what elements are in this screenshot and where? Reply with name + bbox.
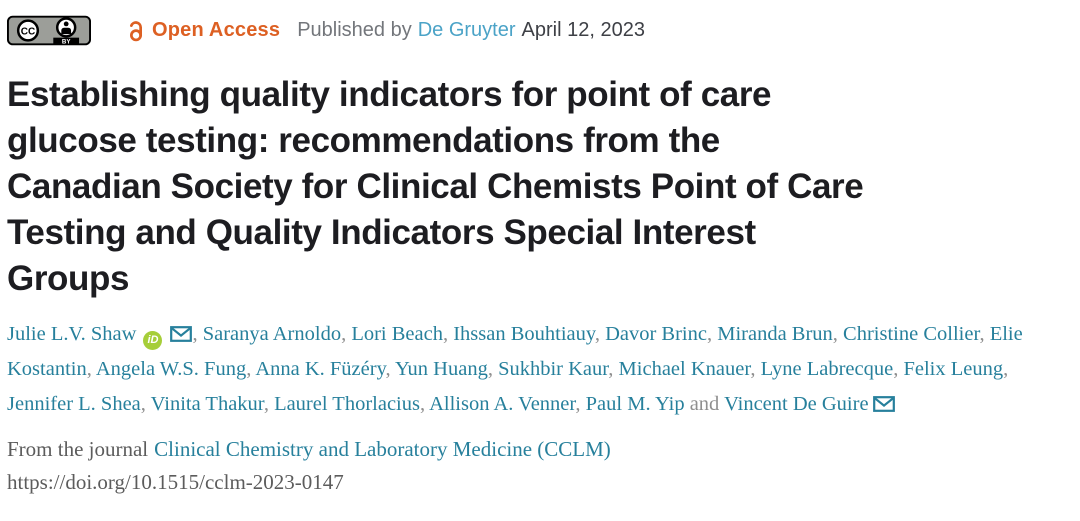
- author-separator: ,: [86, 358, 96, 380]
- author-link[interactable]: Vinita Thakur: [150, 393, 264, 415]
- author-separator: ,: [979, 323, 990, 345]
- author-separator: ,: [594, 323, 606, 345]
- author-link[interactable]: Lori Beach: [351, 323, 443, 345]
- title-line: Canadian Society for Clinical Chemists P…: [7, 167, 864, 206]
- journal-line: From the journal Clinical Chemistry and L…: [7, 436, 1070, 462]
- open-lock-icon: [128, 17, 144, 44]
- author-separator: ,: [487, 358, 499, 380]
- email-icon[interactable]: [872, 387, 895, 422]
- email-icon[interactable]: [170, 317, 193, 352]
- author-separator: ,: [832, 323, 844, 345]
- title-line: Testing and Quality Indicators Special I…: [7, 213, 756, 252]
- author-separator: ,: [442, 323, 454, 345]
- author-link[interactable]: Lyne Labrecque: [760, 358, 894, 380]
- author-link[interactable]: Yun Huang: [395, 358, 488, 380]
- author-link[interactable]: Ihssan Bouhtiauy: [453, 323, 595, 345]
- by-label-text: BY: [62, 38, 71, 45]
- author-link[interactable]: Jennifer L. Shea: [7, 393, 141, 415]
- article-title: Establishing quality indicators for poin…: [7, 72, 1070, 302]
- author-separator: ,: [385, 358, 396, 380]
- author-link[interactable]: Davor Brinc: [605, 323, 707, 345]
- author-separator: ,: [706, 323, 718, 345]
- published-by-text: Published by: [297, 19, 412, 41]
- author-link[interactable]: Saranya Arnoldo: [202, 323, 342, 345]
- author-link[interactable]: Laurel Thorlacius: [274, 393, 420, 415]
- author-link[interactable]: Michael Knauer: [618, 358, 751, 380]
- author-link[interactable]: Vincent De Guire: [724, 393, 869, 415]
- author-link[interactable]: Sukhbir Kaur: [498, 358, 609, 380]
- author-separator: ,: [246, 358, 256, 380]
- author-separator: and: [684, 393, 725, 415]
- article-header: CC BY Open Access Published by De Gruyte…: [7, 13, 1070, 494]
- cc-logo-icon: [16, 19, 40, 42]
- author-separator: ,: [140, 393, 151, 415]
- author-link[interactable]: Miranda Brun: [717, 323, 833, 345]
- author-link[interactable]: Paul M. Yip: [585, 393, 685, 415]
- title-line: Groups: [7, 259, 130, 298]
- author-link[interactable]: Elie Kostantin: [7, 323, 1023, 380]
- from-journal-text: From the journal: [7, 437, 149, 461]
- author-link[interactable]: Angela W.S. Fung: [95, 358, 247, 380]
- author-separator: ,: [893, 358, 904, 380]
- author-separator: ,: [608, 358, 619, 380]
- orcid-icon[interactable]: iD: [143, 331, 163, 350]
- publish-date: April 12, 2023: [521, 19, 645, 41]
- author-link[interactable]: Christine Collier: [843, 323, 980, 345]
- title-line: Establishing quality indicators for poin…: [7, 75, 772, 114]
- open-access-label: Open Access: [152, 19, 281, 41]
- author-link[interactable]: Julie L.V. Shaw: [7, 323, 137, 345]
- author-link[interactable]: Anna K. Füzéry: [255, 358, 386, 380]
- author-separator: ,: [192, 323, 203, 345]
- author-link[interactable]: Allison A. Venner: [429, 393, 576, 415]
- author-list: Julie L.V. Shaw iD, Saranya Arnoldo, Lori…: [7, 317, 1057, 422]
- author-separator: ,: [750, 358, 761, 380]
- author-separator: ,: [341, 323, 352, 345]
- author-separator: ,: [575, 393, 586, 415]
- author-link[interactable]: Felix Leung: [903, 358, 1004, 380]
- meta-bar: CC BY Open Access Published by De Gruyte…: [7, 13, 1070, 48]
- author-separator: ,: [419, 393, 430, 415]
- publisher-link[interactable]: De Gruyter: [417, 19, 516, 41]
- cc-by-badge-image: CC BY: [7, 15, 91, 45]
- doi-link[interactable]: https://doi.org/10.1515/cclm-2023-0147: [7, 470, 344, 494]
- cc-by-license-badge[interactable]: CC BY: [7, 14, 91, 47]
- journal-link[interactable]: Clinical Chemistry and Laboratory Medici…: [154, 437, 611, 461]
- author-separator: ,: [1003, 358, 1009, 380]
- author-separator: ,: [263, 393, 275, 415]
- cc-logo-text: CC: [21, 26, 35, 37]
- title-line: glucose testing: recommendations from th…: [7, 121, 720, 160]
